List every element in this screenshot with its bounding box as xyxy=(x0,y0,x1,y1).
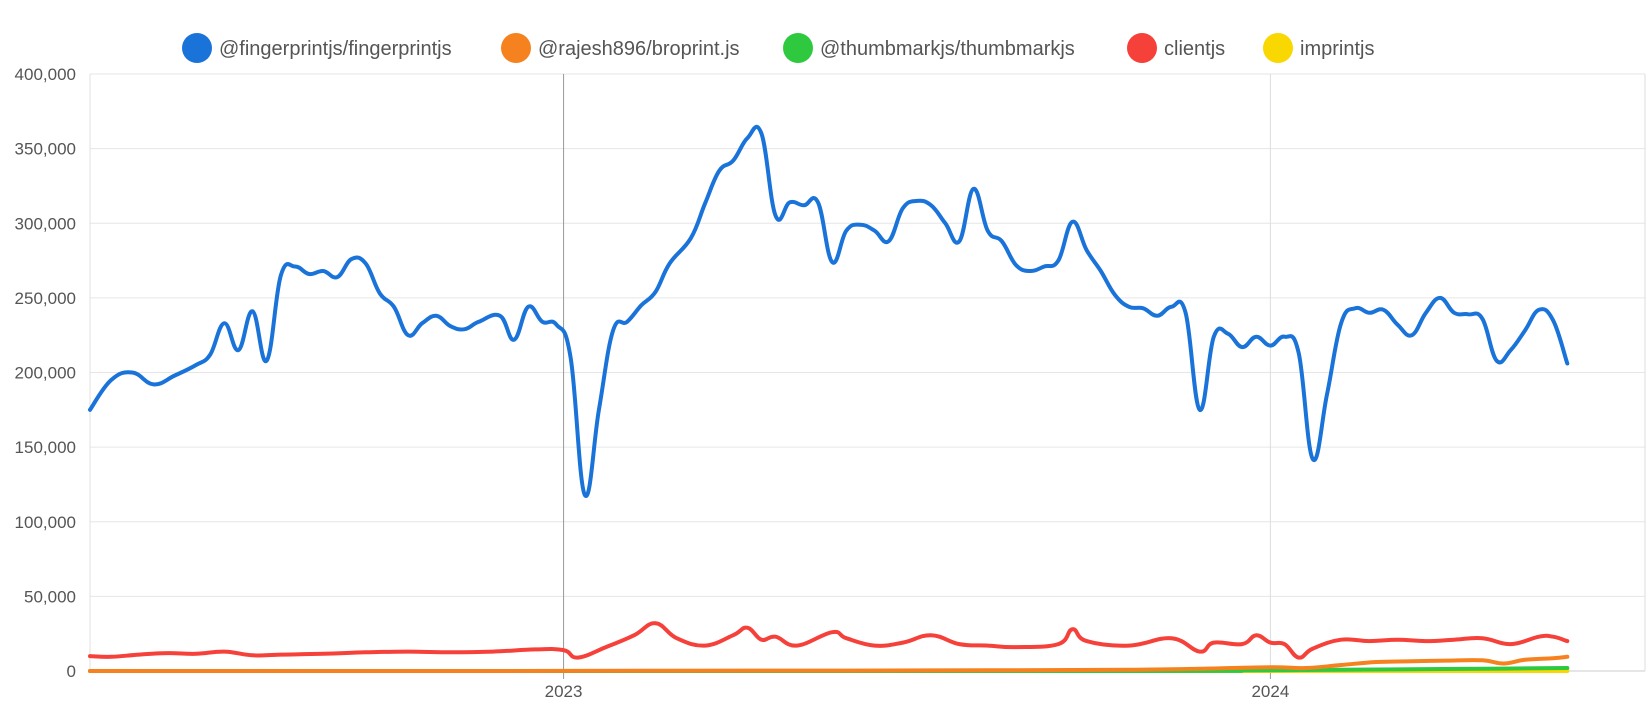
y-tick-label: 100,000 xyxy=(15,513,76,532)
series-line-0 xyxy=(88,124,1570,499)
legend-swatch xyxy=(783,33,813,63)
y-tick-label: 150,000 xyxy=(15,438,76,457)
legend-item[interactable]: clientjs xyxy=(1127,33,1225,63)
y-tick-label: 0 xyxy=(67,662,76,681)
grid xyxy=(89,73,1646,679)
series-line-3 xyxy=(88,621,1570,660)
series-lines xyxy=(88,124,1570,674)
legend-label: @thumbmarkjs/thumbmarkjs xyxy=(820,38,1075,60)
legend-label: imprintjs xyxy=(1300,38,1374,60)
y-tick-label: 200,000 xyxy=(15,364,76,383)
legend-label: clientjs xyxy=(1164,38,1225,60)
y-tick-label: 250,000 xyxy=(15,289,76,308)
y-tick-label: 400,000 xyxy=(15,65,76,84)
y-tick-label: 50,000 xyxy=(24,587,76,606)
y-tick-label: 350,000 xyxy=(15,140,76,159)
y-axis-ticks: 400,000 350,000 300,000 250,000 200,000 150,0… xyxy=(15,65,76,681)
legend: @fingerprintjs/fingerprintjs @rajesh896/b… xyxy=(182,33,1374,63)
legend-label: @rajesh896/broprint.js xyxy=(538,38,740,60)
x-tick-label: 2023 xyxy=(545,682,583,701)
legend-item[interactable]: @rajesh896/broprint.js xyxy=(501,33,740,63)
legend-swatch xyxy=(501,33,531,63)
legend-swatch xyxy=(182,33,212,63)
legend-label: @fingerprintjs/fingerprintjs xyxy=(219,38,452,60)
legend-item[interactable]: @fingerprintjs/fingerprintjs xyxy=(182,33,452,63)
x-axis-ticks: 2023 2024 xyxy=(545,682,1290,701)
legend-swatch xyxy=(1127,33,1157,63)
x-tick-label: 2024 xyxy=(1251,682,1289,701)
legend-item[interactable]: imprintjs xyxy=(1263,33,1374,63)
y-tick-label: 300,000 xyxy=(15,214,76,233)
series-line-1 xyxy=(88,654,1570,674)
legend-item[interactable]: @thumbmarkjs/thumbmarkjs xyxy=(783,33,1075,63)
legend-swatch xyxy=(1263,33,1293,63)
